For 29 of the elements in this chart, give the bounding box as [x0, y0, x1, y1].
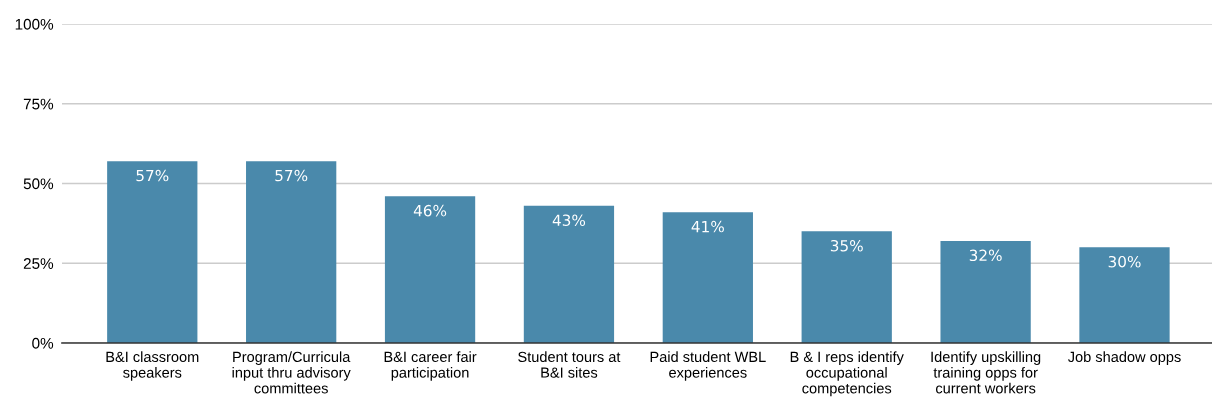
x-tick-label: Program/Curricula input thru advisory committees	[232, 351, 351, 394]
data-label: 57%	[136, 169, 169, 182]
bar	[1079, 247, 1170, 343]
data-label: 30%	[1108, 255, 1141, 268]
y-tick-label: 50%	[23, 178, 54, 190]
bar	[801, 231, 892, 343]
data-label: 35%	[830, 239, 863, 252]
data-label: 41%	[691, 220, 724, 233]
data-label: 57%	[275, 169, 308, 182]
x-tick-label: Student tours at B&I sites	[518, 351, 621, 378]
y-tick-label: 100%	[15, 18, 54, 30]
x-tick-label: B&I classroom speakers	[106, 351, 199, 381]
x-tick-label: B & I reps identify occupational competencies	[790, 351, 904, 397]
y-tick-label: 0%	[32, 337, 54, 349]
x-tick-label: Identify upskilling training opps for current workers	[931, 351, 1041, 394]
data-label: 32%	[969, 249, 1002, 262]
y-tick-label: 75%	[23, 98, 54, 110]
bar	[384, 196, 476, 343]
y-tick-label: 25%	[23, 258, 54, 269]
x-tick-label: Job shadow opps	[1067, 351, 1181, 365]
bar	[523, 205, 615, 343]
bar	[940, 240, 1031, 343]
data-label: 46%	[413, 204, 447, 217]
bar	[246, 161, 337, 343]
bar	[107, 161, 198, 343]
data-label: 43%	[552, 214, 586, 226]
x-tick-label: B&I career fair participation	[384, 351, 477, 381]
x-tick-label: Paid student WBL experiences	[650, 351, 766, 381]
bar	[662, 212, 753, 343]
